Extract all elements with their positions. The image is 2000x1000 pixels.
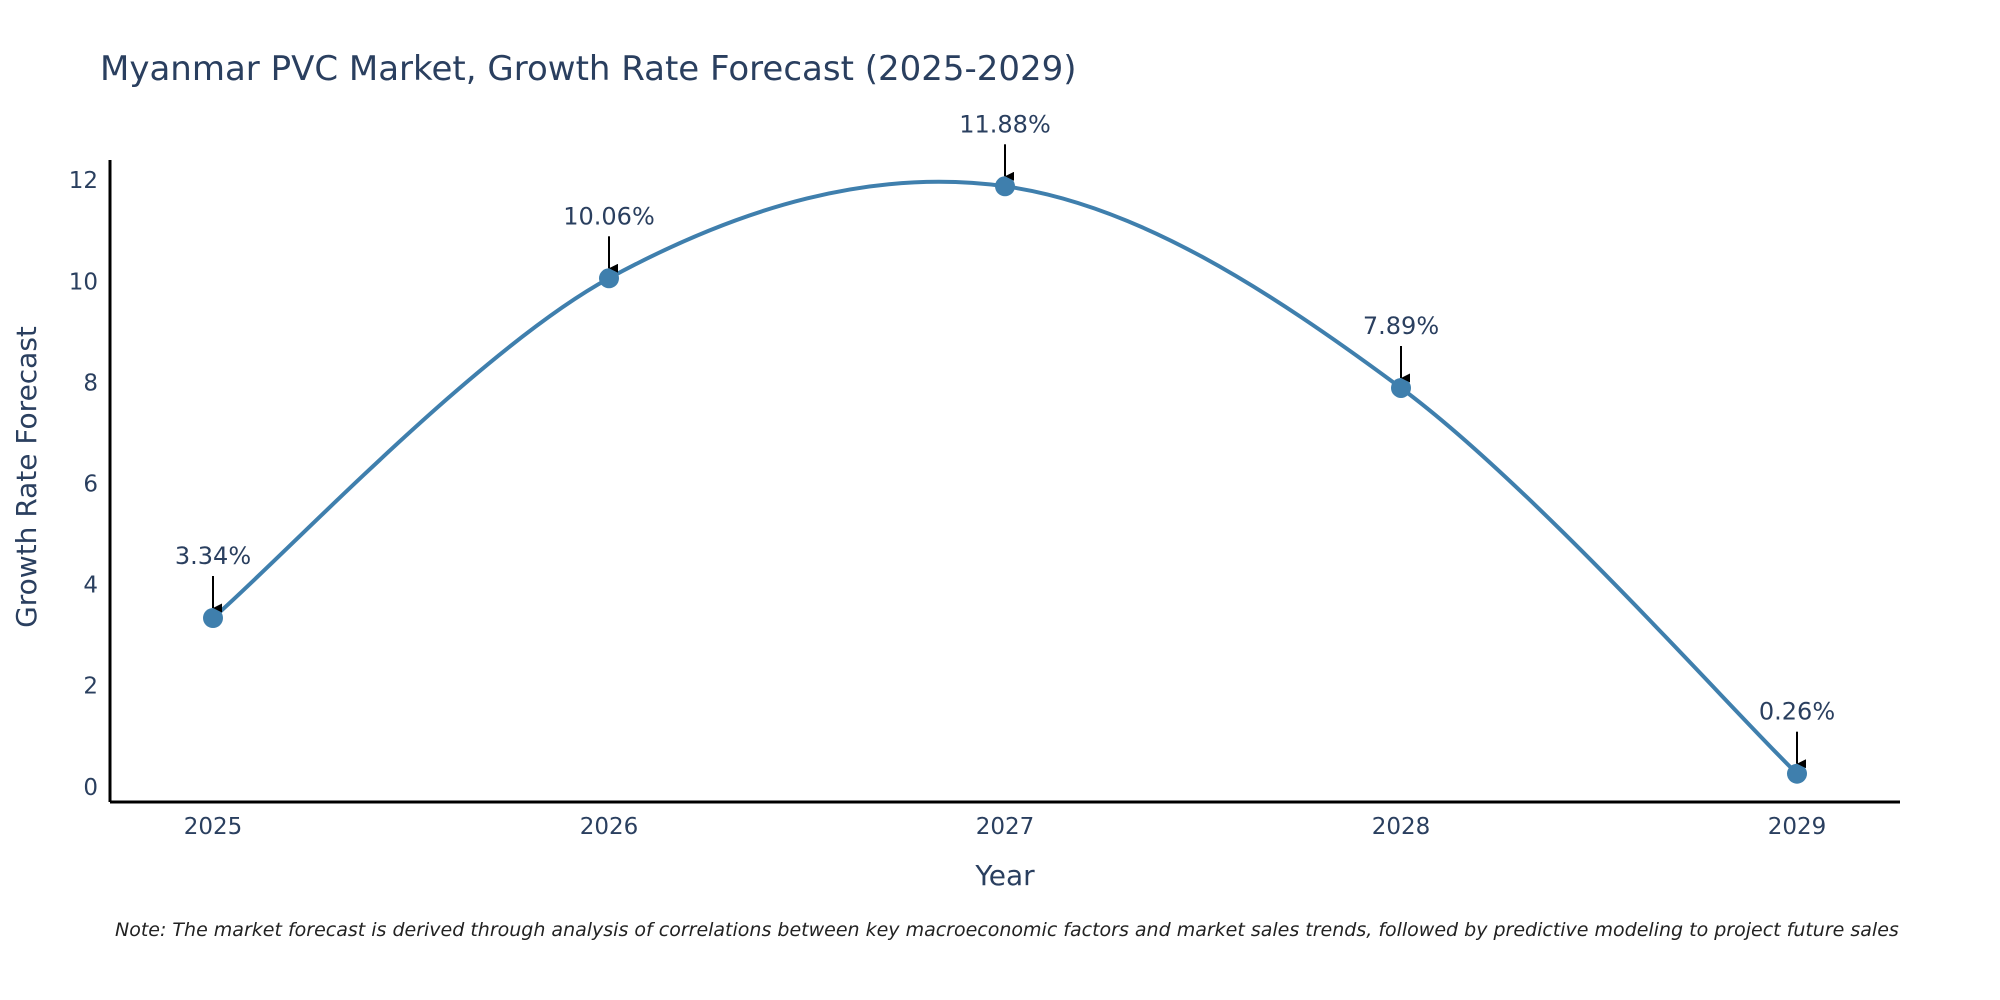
data-point xyxy=(995,176,1015,197)
x-tick-label: 2028 xyxy=(1372,814,1431,840)
data-point xyxy=(599,268,619,289)
y-tick-label: 6 xyxy=(83,472,98,498)
y-tick-label: 10 xyxy=(69,269,98,295)
data-point xyxy=(1787,763,1807,784)
x-tick-label: 2025 xyxy=(184,814,243,840)
data-label: 7.89% xyxy=(1363,312,1439,340)
data-point xyxy=(1391,377,1411,398)
data-label: 0.26% xyxy=(1759,698,1835,726)
chart-title: Myanmar PVC Market, Growth Rate Forecast… xyxy=(100,49,1077,89)
y-tick-label: 8 xyxy=(83,370,98,396)
series-line xyxy=(211,179,1799,776)
x-tick-label: 2029 xyxy=(1768,814,1827,840)
x-tick-label: 2026 xyxy=(580,814,639,840)
data-label: 10.06% xyxy=(563,202,655,230)
data-label: 3.34% xyxy=(175,542,251,570)
data-label: 11.88% xyxy=(959,110,1051,138)
y-tick-label: 2 xyxy=(83,674,98,700)
y-tick-label: 0 xyxy=(83,775,98,801)
y-tick-label: 12 xyxy=(69,168,98,194)
y-tick-label: 4 xyxy=(83,573,98,599)
x-axis-title: Year xyxy=(974,859,1035,892)
data-point xyxy=(203,607,223,628)
footnote: Note: The market forecast is derived thr… xyxy=(115,919,1899,941)
x-tick-label: 2027 xyxy=(976,814,1035,840)
y-axis-title: Growth Rate Forecast xyxy=(10,326,43,628)
plot-area: 0 2 4 6 8 10 12 2025 2026 2027 2028 2029 3.34% 10.06%… xyxy=(69,110,1900,840)
